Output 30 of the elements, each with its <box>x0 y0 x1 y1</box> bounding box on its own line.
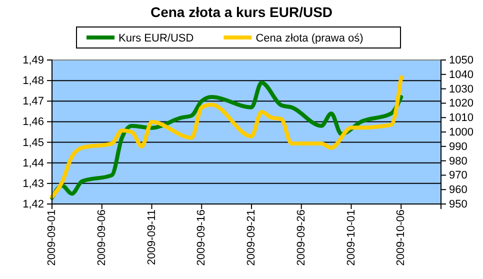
y2-tick-label: 950 <box>449 198 468 211</box>
y-tick-label: 1,42 <box>22 198 44 211</box>
y2-tick-label: 990 <box>449 140 468 153</box>
x-tick-label: 2009-10-01 <box>345 210 358 266</box>
y2-tick-label: 1000 <box>449 126 474 139</box>
y2-tick-label: 1010 <box>449 112 474 124</box>
y2-tick-label: 980 <box>449 155 468 168</box>
legend-label: Cena złota (prawa oś) <box>256 32 364 44</box>
x-tick-label: 2009-09-16 <box>196 210 208 266</box>
y-tick-label: 1,48 <box>22 75 44 88</box>
y-tick-label: 1,44 <box>22 157 44 170</box>
x-tick-label: 2009-09-11 <box>146 210 158 265</box>
y-tick-label: 1,47 <box>22 96 44 108</box>
y-tick-label: 1,43 <box>22 178 44 190</box>
x-tick-label: 2009-09-21 <box>246 210 258 266</box>
legend-label: Kurs EUR/USD <box>118 32 194 44</box>
y-tick-label: 1,49 <box>22 54 44 67</box>
chart-title: Cena złota a kurs EUR/USD <box>150 4 333 20</box>
x-tick-label: 2009-09-01 <box>46 210 58 266</box>
x-tick-label: 2009-10-06 <box>395 210 408 266</box>
y-tick-label: 1,46 <box>22 116 44 128</box>
y2-tick-label: 1030 <box>449 83 474 96</box>
y2-tick-label: 1050 <box>449 54 474 67</box>
x-tick-label: 2009-09-26 <box>295 210 308 266</box>
y2-tick-label: 1040 <box>449 68 474 81</box>
y2-tick-label: 960 <box>449 184 468 196</box>
y-tick-label: 1,45 <box>22 136 44 149</box>
y2-tick-label: 970 <box>449 170 468 182</box>
y2-tick-label: 1020 <box>449 98 474 110</box>
x-tick-label: 2009-09-06 <box>96 210 108 266</box>
